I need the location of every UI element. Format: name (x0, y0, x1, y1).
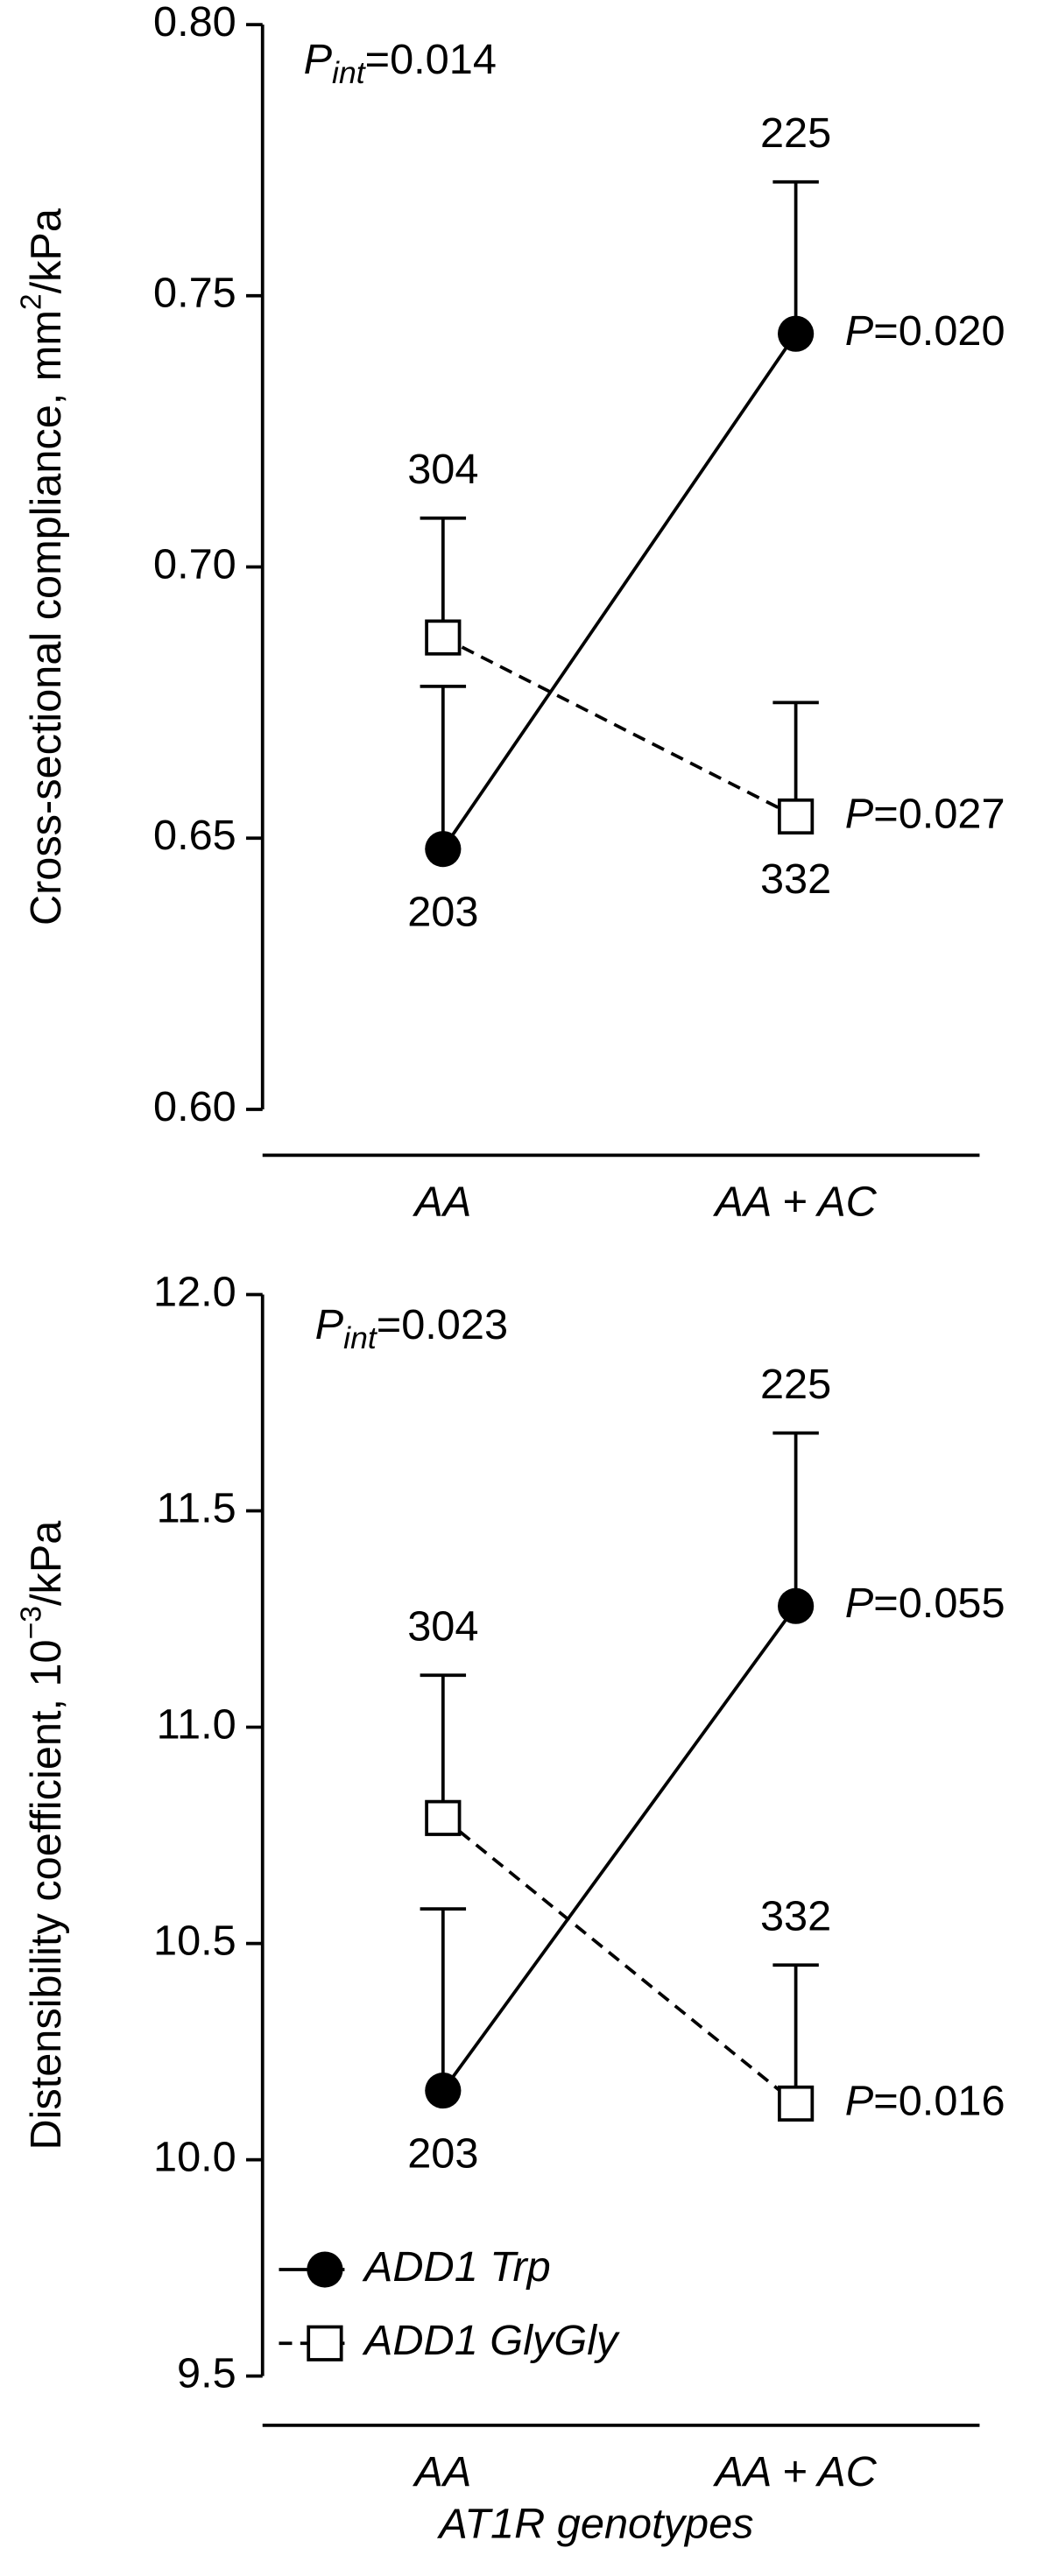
marker (425, 619, 462, 656)
p-symbol: P (845, 790, 874, 837)
y-label-unit: /kPa (23, 208, 70, 293)
error-bar (420, 1907, 467, 2091)
p-interaction: Pint=0.014 (304, 36, 497, 90)
y-axis-label: Distensibility coefficient, 10−3/kPa (14, 1520, 70, 2150)
marker (425, 831, 462, 868)
error-bar (420, 516, 467, 638)
x-axis-label: AT1R genotypes (436, 2501, 753, 2548)
p-value: P=0.055 (845, 1580, 1005, 1627)
y-label-unit: /kPa (23, 1520, 70, 1606)
y-axis-label: Cross-sectional compliance, mm2/kPa (14, 208, 70, 926)
p-value: P=0.016 (845, 2077, 1005, 2124)
p-text: =0.016 (873, 2077, 1005, 2124)
x-tick-label: AA + AC (712, 2448, 877, 2495)
p-symbol: P (845, 2077, 874, 2124)
n-label: 332 (760, 1893, 831, 1940)
p-text: =0.014 (365, 36, 497, 83)
y-tick-label: 0.80 (153, 0, 236, 46)
series-line (441, 636, 797, 819)
error-bar (772, 179, 819, 334)
series-line (441, 333, 798, 850)
y-tick-label: 0.65 (153, 812, 236, 859)
series-line (441, 1605, 798, 2092)
n-label: 225 (760, 1361, 831, 1408)
y-tick-label: 10.5 (153, 1917, 236, 1964)
legend-marker (307, 2325, 343, 2361)
y-tick-label: 0.60 (153, 1083, 236, 1130)
n-label: 225 (760, 109, 831, 157)
p-subscript: int (343, 1320, 378, 1355)
legend-label: ADD1 Trp (362, 2243, 551, 2291)
n-label: 203 (407, 2129, 478, 2177)
marker (778, 315, 815, 352)
y-tick-label: 12.0 (153, 1268, 236, 1315)
marker (778, 2085, 815, 2122)
p-interaction: Pint=0.023 (315, 1301, 508, 1355)
n-label: 304 (407, 1603, 478, 1650)
marker (425, 1799, 462, 1836)
n-label: 203 (407, 888, 478, 935)
p-symbol: P (304, 36, 333, 83)
error-bar (772, 700, 819, 817)
p-value: P=0.027 (845, 790, 1005, 837)
error-bar (772, 1431, 819, 1607)
p-subscript: int (332, 55, 367, 90)
series-line (441, 1816, 797, 2105)
legend-label: ADD1 GlyGly (362, 2317, 620, 2364)
marker (778, 1587, 815, 1624)
marker (778, 798, 815, 835)
y-tick-label: 0.70 (153, 540, 236, 588)
error-bar (420, 684, 467, 849)
x-tick-label: AA (412, 2448, 471, 2495)
y-tick-label: 11.5 (157, 1484, 236, 1531)
y-label-text: Cross-sectional compliance, mm (23, 310, 70, 926)
y-tick-label: 0.75 (153, 270, 236, 317)
p-symbol: P (845, 307, 874, 355)
p-text: =0.023 (377, 1301, 508, 1348)
p-text: =0.020 (873, 307, 1005, 355)
marker (425, 2073, 462, 2109)
p-symbol: P (845, 1580, 874, 1627)
legend-marker (307, 2251, 343, 2288)
x-tick-label: AA (412, 1178, 471, 1225)
y-tick-label: 9.5 (177, 2350, 236, 2397)
p-symbol: P (315, 1301, 344, 1348)
y-tick-label: 11.0 (157, 1700, 236, 1748)
p-text: =0.055 (873, 1580, 1005, 1627)
error-bar (420, 1673, 467, 1819)
y-label-text: Distensibility coefficient, 10 (23, 1639, 70, 2150)
error-bar (772, 1963, 819, 2104)
x-tick-label: AA + AC (712, 1178, 877, 1225)
n-label: 332 (760, 855, 831, 903)
y-tick-label: 10.0 (153, 2134, 236, 2181)
y-label-sup: 2 (14, 293, 47, 310)
y-label-sup: −3 (14, 1606, 47, 1639)
n-label: 304 (407, 446, 478, 493)
p-value: P=0.020 (845, 307, 1005, 355)
p-text: =0.027 (873, 790, 1005, 837)
